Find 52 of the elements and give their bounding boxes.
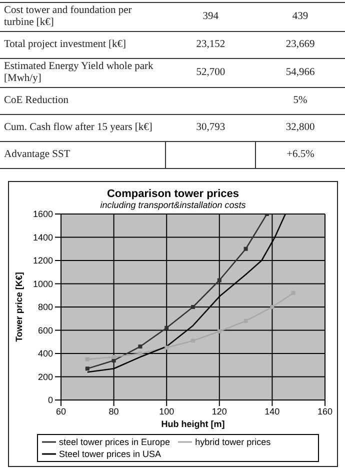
text: 23,669 bbox=[286, 39, 315, 50]
point bbox=[138, 352, 142, 356]
point bbox=[164, 326, 169, 330]
point bbox=[291, 291, 296, 296]
y-tick-label: 400 bbox=[38, 348, 53, 359]
text: 5% bbox=[293, 95, 308, 106]
y-tick-label: 1600 bbox=[32, 209, 53, 220]
point bbox=[217, 329, 222, 334]
point bbox=[85, 366, 90, 371]
text: +6.5% bbox=[286, 149, 314, 160]
y-tick-label: 1000 bbox=[32, 278, 53, 289]
legend-label: Steel tower prices in USA bbox=[58, 448, 162, 460]
text: CoE Reduction bbox=[4, 95, 68, 106]
point bbox=[164, 346, 169, 350]
text: 30,793 bbox=[196, 122, 226, 133]
text: Total project investment [k€] bbox=[4, 39, 126, 50]
y-tick-label: 800 bbox=[38, 302, 53, 312]
y-tick-label: 600 bbox=[38, 325, 53, 336]
point bbox=[244, 246, 248, 251]
point bbox=[270, 305, 274, 309]
text: Cost tower and foundation per turbine [k€] bbox=[4, 5, 132, 28]
x-tick-label: 60 bbox=[56, 406, 66, 416]
text: Cum. Cash flow after 15 years [k€] bbox=[4, 122, 152, 133]
point bbox=[85, 357, 90, 362]
text: Advantage SST bbox=[4, 149, 70, 160]
y-tick-label: 1400 bbox=[32, 232, 53, 242]
point bbox=[191, 305, 195, 309]
text: 54,966 bbox=[286, 67, 315, 78]
x-tick-label: 80 bbox=[108, 406, 119, 416]
text: 394 bbox=[202, 11, 219, 22]
x-tick-label: 140 bbox=[264, 406, 280, 416]
y-tick-label: 0 bbox=[48, 395, 53, 406]
point bbox=[217, 278, 222, 282]
x-tick-label: 160 bbox=[317, 406, 333, 416]
point bbox=[138, 344, 142, 349]
chart-subtitle: including transport&installation costs bbox=[99, 200, 247, 210]
point bbox=[112, 354, 116, 359]
x-axis-title: Hub height [m] bbox=[160, 418, 226, 430]
y-axis-title: Tower price [K€] bbox=[14, 272, 24, 342]
point bbox=[244, 318, 248, 323]
y-tick-label: 200 bbox=[38, 372, 53, 382]
x-tick-label: 120 bbox=[212, 406, 227, 416]
chart-title: Comparison tower prices bbox=[106, 188, 240, 200]
text: Estimated Energy Yield whole park [Mwh/y] bbox=[4, 61, 154, 84]
text: 32,800 bbox=[286, 122, 315, 133]
legend-label: steel tower prices in Europe bbox=[58, 436, 170, 448]
y-tick-label: 1200 bbox=[32, 256, 53, 266]
text: 439 bbox=[292, 11, 308, 22]
text: 52,700 bbox=[196, 67, 226, 78]
x-tick-label: 100 bbox=[159, 406, 174, 416]
text: 23,152 bbox=[196, 39, 226, 50]
legend-label: hybrid tower prices bbox=[194, 436, 271, 448]
